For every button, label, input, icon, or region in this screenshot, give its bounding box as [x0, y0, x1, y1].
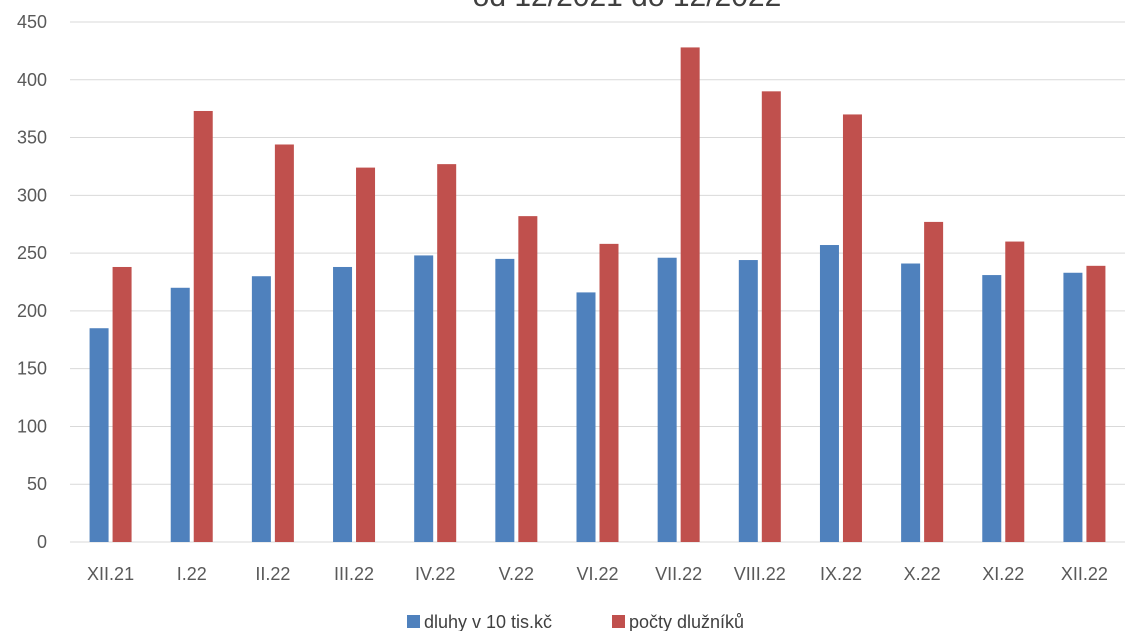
bar-pocty-I.22	[193, 110, 213, 542]
bar-pocty-X.22	[924, 221, 944, 542]
y-tick-label: 150	[17, 359, 47, 379]
bar-dluhy-XII.21	[89, 328, 109, 542]
bar-pocty-VII.22	[680, 47, 700, 543]
legend-swatch-dluhy	[407, 615, 420, 628]
x-tick-label: VIII.22	[734, 564, 786, 584]
bar-dluhy-VIII.22	[738, 260, 758, 542]
bar-dluhy-VII.22	[657, 257, 677, 542]
y-tick-label: 300	[17, 185, 47, 205]
x-tick-label: I.22	[177, 564, 207, 584]
gridlines	[70, 21, 1125, 543]
chart-title: od 12/2021 do 12/2022	[473, 0, 782, 13]
bar-dluhy-II.22	[251, 276, 271, 542]
bar-pocty-XII.22	[1086, 265, 1106, 542]
bar-pocty-XII.21	[112, 266, 132, 542]
bar-pocty-IV.22	[437, 164, 457, 542]
x-tick-label: VII.22	[655, 564, 702, 584]
bar-dluhy-X.22	[901, 263, 921, 542]
bar-dluhy-IV.22	[414, 255, 434, 542]
x-tick-label: VI.22	[576, 564, 618, 584]
bar-dluhy-I.22	[170, 287, 190, 542]
bar-pocty-IX.22	[842, 114, 862, 542]
y-tick-label: 0	[37, 532, 47, 552]
y-tick-label: 400	[17, 70, 47, 90]
bar-dluhy-IX.22	[819, 245, 839, 542]
x-tick-label: IX.22	[820, 564, 862, 584]
y-tick-label: 50	[27, 474, 47, 494]
bar-pocty-III.22	[356, 167, 376, 542]
y-tick-label: 450	[17, 12, 47, 32]
bar-dluhy-XI.22	[982, 275, 1002, 542]
bar-dluhy-III.22	[333, 266, 353, 542]
x-tick-label: XI.22	[982, 564, 1024, 584]
legend-label-pocty: počty dlužníků	[629, 612, 744, 631]
x-tick-label: II.22	[255, 564, 290, 584]
y-tick-label: 100	[17, 416, 47, 436]
x-tick-label: XII.21	[87, 564, 134, 584]
y-tick-label: 350	[17, 128, 47, 148]
x-tick-label: X.22	[904, 564, 941, 584]
bars	[89, 47, 1106, 543]
bar-pocty-XI.22	[1005, 241, 1025, 543]
x-tick-label: III.22	[334, 564, 374, 584]
x-tick-label: XII.22	[1061, 564, 1108, 584]
legend-label-dluhy: dluhy v 10 tis.kč	[424, 612, 552, 631]
bar-dluhy-XII.22	[1063, 272, 1083, 542]
x-tick-label: V.22	[499, 564, 534, 584]
x-axis-ticks: XII.21 I.22 II.22 III.22 IV.22 V.22 VI.22 VII.2…	[87, 564, 1108, 584]
x-tick-label: IV.22	[415, 564, 455, 584]
bar-pocty-V.22	[518, 216, 538, 542]
legend-swatch-pocty	[612, 615, 625, 628]
bar-dluhy-V.22	[495, 258, 515, 542]
y-tick-label: 200	[17, 301, 47, 321]
bar-pocty-II.22	[274, 144, 294, 542]
legend: dluhy v 10 tis.kč počty dlužníků	[407, 612, 744, 631]
bar-dluhy-VI.22	[576, 292, 596, 542]
y-tick-label: 250	[17, 243, 47, 263]
y-axis-ticks: 0 50 100 150 200 250 300 350 400 450	[17, 12, 47, 552]
bar-pocty-VIII.22	[761, 91, 781, 542]
bar-pocty-VI.22	[599, 243, 619, 542]
